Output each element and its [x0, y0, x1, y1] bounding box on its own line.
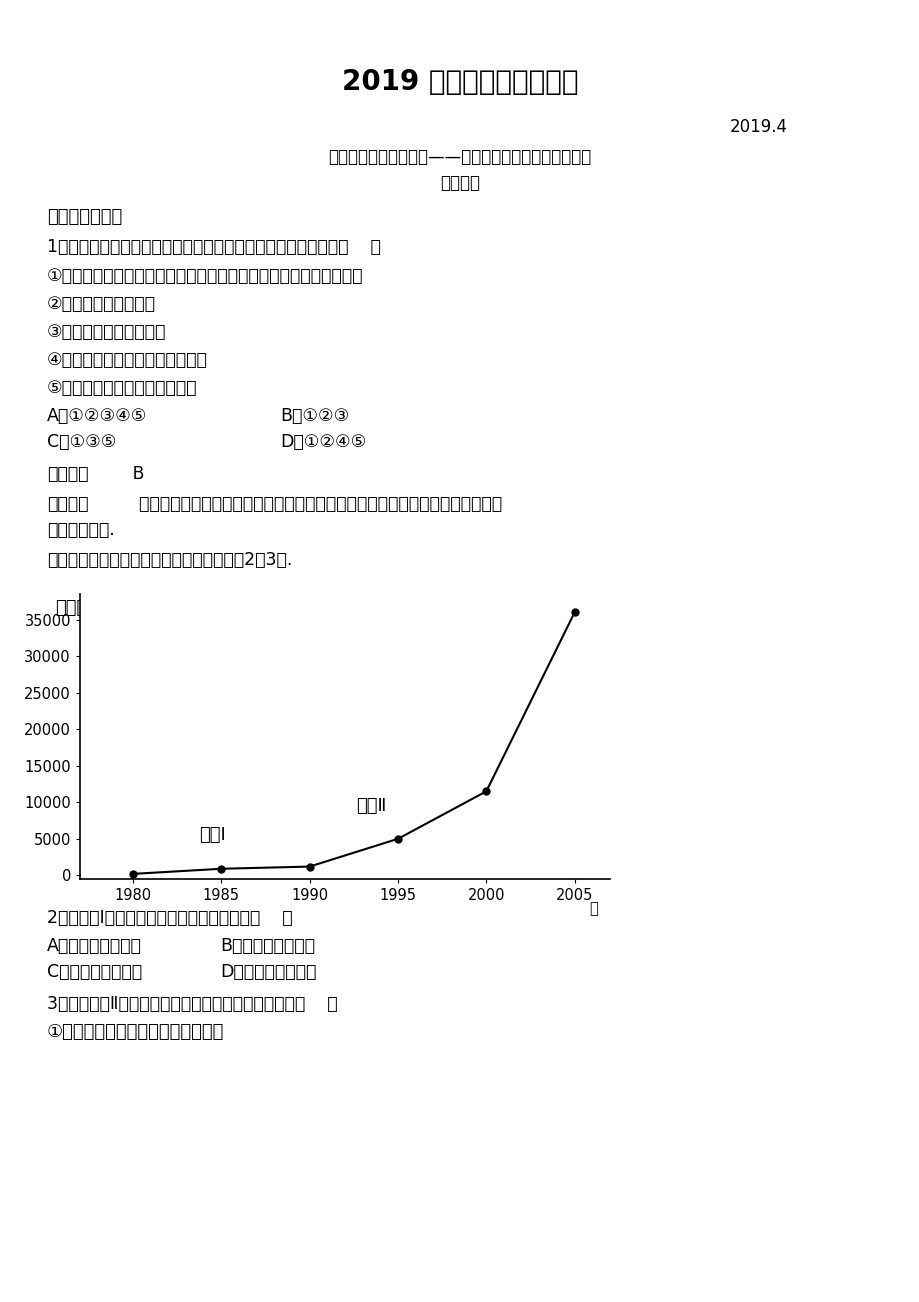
Text: 阶段Ⅰ: 阶段Ⅰ [199, 827, 226, 844]
Text: ②城市的规模迅速扩大: ②城市的规模迅速扩大 [47, 296, 156, 312]
Text: A．资金密集型产业: A．资金密集型产业 [47, 937, 142, 954]
Text: 工业总产値/亿元: 工业总产値/亿元 [55, 599, 136, 617]
Text: D．资源密集型产业: D．资源密集型产业 [220, 963, 316, 980]
Text: B．①②③: B．①②③ [279, 408, 349, 424]
Text: ①世界经济全球化、信息化蓬勃发展: ①世界经济全球化、信息化蓬勃发展 [47, 1023, 224, 1042]
Text: B．技术密集型产业: B．技术密集型产业 [220, 937, 314, 954]
Text: ①许多乡村地区迅速变成城镇，城镇数量激增，城市与乡村交错分布: ①许多乡村地区迅速变成城镇，城镇数量激增，城市与乡村交错分布 [47, 267, 363, 285]
Text: 差距仍然存在.: 差距仍然存在. [47, 521, 115, 539]
Text: 读珠江三角洲地区工业总产値增长图，回呷2～3题.: 读珠江三角洲地区工业总产値增长图，回呷2～3题. [47, 551, 292, 569]
Text: 2．在阶段Ⅰ中珠江三角洲地区的主导产业是（    ）: 2．在阶段Ⅰ中珠江三角洲地区的主导产业是（ ） [47, 909, 292, 927]
Text: 《区域工业化与城市化——以我国珠江三角洲地区为例》: 《区域工业化与城市化——以我国珠江三角洲地区为例》 [328, 148, 591, 165]
Text: ⑤乡村与城市的差别已经不存在: ⑤乡村与城市的差别已经不存在 [47, 379, 198, 397]
Text: ③城市人口比重不断上升: ③城市人口比重不断上升 [47, 323, 166, 341]
Text: ④城市化水平已经超过了发达国家: ④城市化水平已经超过了发达国家 [47, 352, 208, 368]
Text: D．①②④⑤: D．①②④⑤ [279, 434, 366, 450]
Text: A．①②③④⑤: A．①②③④⑤ [47, 408, 147, 424]
Text: 1．珠江三角洲地区的工业化加快了城市化的进程，具体表现为（    ）: 1．珠江三角洲地区的工业化加快了城市化的进程，具体表现为（ ） [47, 238, 380, 256]
Text: 3．进入阶段Ⅱ后，珠三角地区经济迅速发展的条件是（    ）: 3．进入阶段Ⅱ后，珠三角地区经济迅速发展的条件是（ ） [47, 995, 337, 1013]
Text: 阶段Ⅱ: 阶段Ⅱ [356, 797, 386, 815]
Text: 一、单项选择题: 一、单项选择题 [47, 208, 122, 227]
Text: 珠三角的城市化水平虽然有大幅度提高，但并没有超过发达国家；乡村和城市的: 珠三角的城市化水平虽然有大幅度提高，但并没有超过发达国家；乡村和城市的 [117, 495, 502, 513]
Text: 同步练习: 同步练习 [439, 174, 480, 191]
Text: B: B [127, 465, 144, 483]
Text: C．①③⑤: C．①③⑤ [47, 434, 116, 450]
Text: 2019 年精品地理学习资料: 2019 年精品地理学习资料 [341, 68, 578, 96]
Text: C．劳动密集型产业: C．劳动密集型产业 [47, 963, 142, 980]
Text: 年: 年 [588, 901, 597, 915]
Text: 【解析】: 【解析】 [47, 495, 88, 513]
Text: 【答案】: 【答案】 [47, 465, 88, 483]
Text: 2019.4: 2019.4 [729, 118, 788, 135]
